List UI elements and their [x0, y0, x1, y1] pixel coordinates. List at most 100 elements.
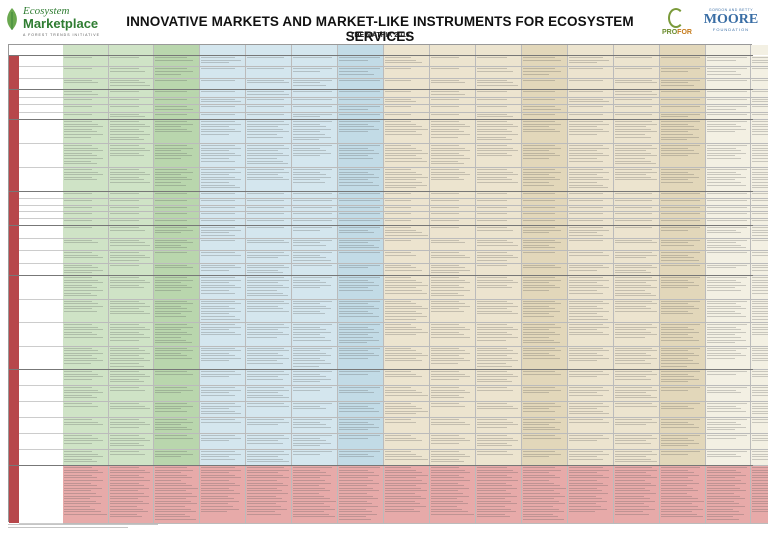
text-line — [752, 485, 768, 487]
cell-text-lines — [247, 106, 290, 109]
text-line — [155, 373, 193, 375]
text-line — [110, 490, 139, 492]
text-line — [110, 479, 150, 481]
cell-text-lines — [110, 121, 152, 142]
cell-text-lines — [293, 347, 336, 369]
text-line — [293, 474, 332, 476]
text-line — [477, 339, 507, 341]
cell-text-lines — [523, 403, 566, 413]
text-line — [477, 373, 513, 375]
matrix-cell — [751, 276, 768, 300]
cell-text-lines — [155, 347, 198, 361]
matrix-cell — [338, 276, 384, 300]
text-line — [661, 145, 700, 146]
cell-text-lines — [431, 68, 474, 71]
text-line — [661, 505, 698, 507]
cell-text-lines — [477, 347, 520, 369]
matrix-cell — [476, 276, 522, 300]
text-line — [64, 373, 98, 375]
text-line — [64, 68, 92, 70]
text-line — [752, 331, 768, 333]
text-line — [110, 79, 140, 81]
cell-text-lines — [110, 467, 152, 519]
cell-text-lines — [385, 193, 428, 196]
text-line — [615, 199, 652, 201]
text-line — [615, 363, 651, 365]
row-label — [19, 323, 63, 347]
row-label — [19, 226, 63, 239]
text-line — [661, 136, 699, 138]
text-line — [339, 492, 367, 494]
text-line — [615, 490, 651, 492]
cell-text-lines — [339, 106, 382, 111]
text-line — [752, 329, 768, 331]
row-label — [19, 299, 63, 323]
text-line — [752, 269, 768, 271]
cell-text-lines — [247, 91, 290, 96]
matrix-cell — [430, 418, 476, 434]
text-line — [477, 492, 512, 494]
text-line — [615, 424, 646, 426]
text-line — [569, 287, 609, 289]
text-line — [247, 171, 290, 173]
cell-text-lines — [569, 57, 612, 65]
text-line — [247, 397, 289, 399]
text-line — [707, 326, 736, 328]
text-line — [707, 421, 736, 423]
text-line — [523, 147, 561, 149]
text-line — [477, 284, 507, 286]
text-line — [293, 174, 326, 176]
cell-text-lines — [339, 264, 382, 270]
text-line — [523, 157, 549, 159]
text-line — [431, 121, 459, 122]
matrix-cell — [338, 67, 384, 79]
text-line — [431, 68, 459, 70]
text-line — [431, 485, 464, 487]
matrix-cell — [246, 192, 292, 199]
text-line — [661, 479, 694, 481]
text-line — [707, 152, 747, 154]
text-line — [247, 331, 284, 333]
matrix-cell — [154, 90, 200, 98]
matrix-cell — [154, 144, 200, 168]
text-line — [523, 277, 556, 278]
text-line — [569, 101, 609, 103]
text-line — [155, 490, 186, 492]
text-line — [661, 381, 688, 383]
cell-text-lines — [64, 220, 107, 223]
cell-text-lines — [339, 347, 382, 361]
text-line — [64, 57, 92, 58]
text-line — [707, 373, 736, 375]
text-line — [339, 199, 380, 201]
cell-text-lines — [201, 300, 244, 322]
text-line — [477, 421, 513, 423]
matrix-cell — [706, 120, 751, 144]
cell-text-lines — [385, 220, 428, 223]
text-line — [707, 477, 736, 479]
text-line — [477, 150, 519, 152]
text-line — [477, 79, 508, 81]
cell-text-lines — [569, 419, 612, 424]
cell-text-lines — [201, 435, 244, 443]
matrix-cell — [338, 105, 384, 113]
text-line — [155, 57, 188, 58]
matrix-cell — [430, 299, 476, 323]
cell-text-lines — [385, 371, 428, 379]
text-line — [247, 179, 289, 181]
text-line — [293, 131, 320, 133]
text-line — [707, 350, 736, 352]
text-line — [201, 394, 235, 396]
text-line — [661, 82, 689, 84]
text-line — [707, 355, 747, 357]
text-line — [339, 106, 380, 107]
text-line — [752, 155, 768, 157]
text-line — [615, 176, 652, 178]
text-line — [523, 57, 556, 58]
text-line — [431, 500, 463, 502]
text-line — [201, 98, 236, 100]
text-line — [64, 397, 98, 399]
text-line — [569, 472, 598, 474]
text-line — [110, 113, 140, 115]
text-line — [477, 472, 519, 474]
matrix-cell — [109, 370, 154, 386]
